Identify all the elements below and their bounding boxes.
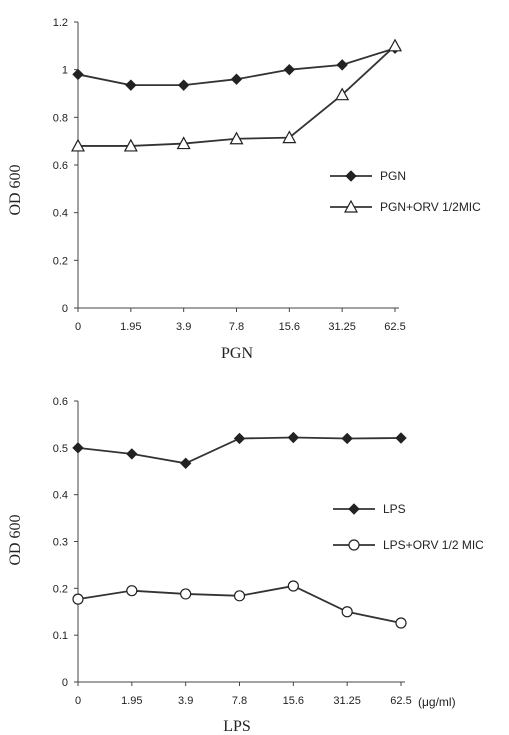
y-tick-label: 0.5 [53,443,68,455]
x-tick-label: 31.25 [333,695,361,707]
data-point [282,130,297,144]
data-point [126,585,138,597]
data-point [230,73,243,85]
x-tick-label: 1.95 [120,321,141,333]
legend-label: PGN [380,169,406,183]
data-point [395,617,407,629]
y-tick-label: 0.6 [53,396,68,408]
data-point [126,448,138,460]
x-tick-label: 31.25 [328,321,356,333]
y-tick-label: 0.3 [53,537,68,549]
legend-marker [343,199,359,213]
y-axis-label-lps: OD 600 [7,514,24,565]
data-point [179,457,192,469]
data-point [287,580,299,592]
legend-marker [348,503,360,515]
x-tick-label: 0 [75,321,81,333]
y-tick-label: 1.2 [53,17,68,29]
legend-marker [345,170,357,182]
y-tick-label: 0.6 [53,160,68,172]
y-tick-label: 1 [62,65,68,77]
chart-lps: OD 600 LPS (μg/ml) 0 0.1 0.2 0.3 0.4 0.5 0.6 0 1… [7,396,484,735]
x-tick-label: 7.8 [232,695,247,707]
y-tick-label: 0 [62,677,68,689]
x-tick-label: 15.6 [283,695,304,707]
data-point [283,63,296,76]
y-tick-label: 0 [62,303,68,315]
x-axis-unit-lps: (μg/ml) [418,695,456,709]
y-axis-label-pgn: OD 600 [7,164,24,215]
data-point [176,136,191,150]
x-axis-label-lps: LPS [223,718,251,735]
data-point [341,606,353,618]
data-point [233,432,246,445]
y-tick-label: 0.4 [53,208,68,220]
data-point [335,87,350,101]
y-tick-label: 0.1 [53,630,68,642]
x-tick-label: 15.6 [279,321,300,333]
data-point [70,138,86,152]
data-point [336,59,348,71]
data-point [72,68,84,81]
x-tick-label: 3.9 [178,695,193,707]
x-tick-label: 3.9 [176,321,191,333]
y-tick-label: 0.4 [53,490,68,502]
data-point [341,432,353,445]
x-axis-label-pgn: PGN [221,345,253,362]
y-tick-label: 0.2 [53,255,68,267]
legend-label: PGN+ORV 1/2MIC [380,200,481,214]
data-point [123,138,138,152]
data-point [125,79,137,91]
x-tick-label: 62.5 [390,695,411,707]
data-point [395,432,407,444]
data-point [177,79,190,91]
x-tick-label: 0 [75,695,81,707]
x-tick-label: 7.8 [229,321,244,333]
data-point [387,38,403,52]
data-point [233,590,246,602]
y-tick-label: 0.8 [53,112,68,124]
series-line [78,45,396,147]
x-tick-label: 62.5 [384,321,405,333]
chart-pgn: OD 600 PGN 0 0.2 0.4 0.6 0.8 1 1.2 0 1.95 3.9 7.8 1… [7,17,481,362]
legend-label: LPS+ORV 1/2 MIC [383,538,484,552]
y-tick-label: 0.2 [53,583,68,595]
data-point [229,131,244,145]
x-tick-label: 1.95 [121,695,142,707]
data-point [72,442,84,454]
legend-marker [348,539,360,551]
data-point [180,588,192,600]
legend-label: LPS [383,502,406,516]
data-point [72,593,84,605]
data-point [287,431,300,444]
